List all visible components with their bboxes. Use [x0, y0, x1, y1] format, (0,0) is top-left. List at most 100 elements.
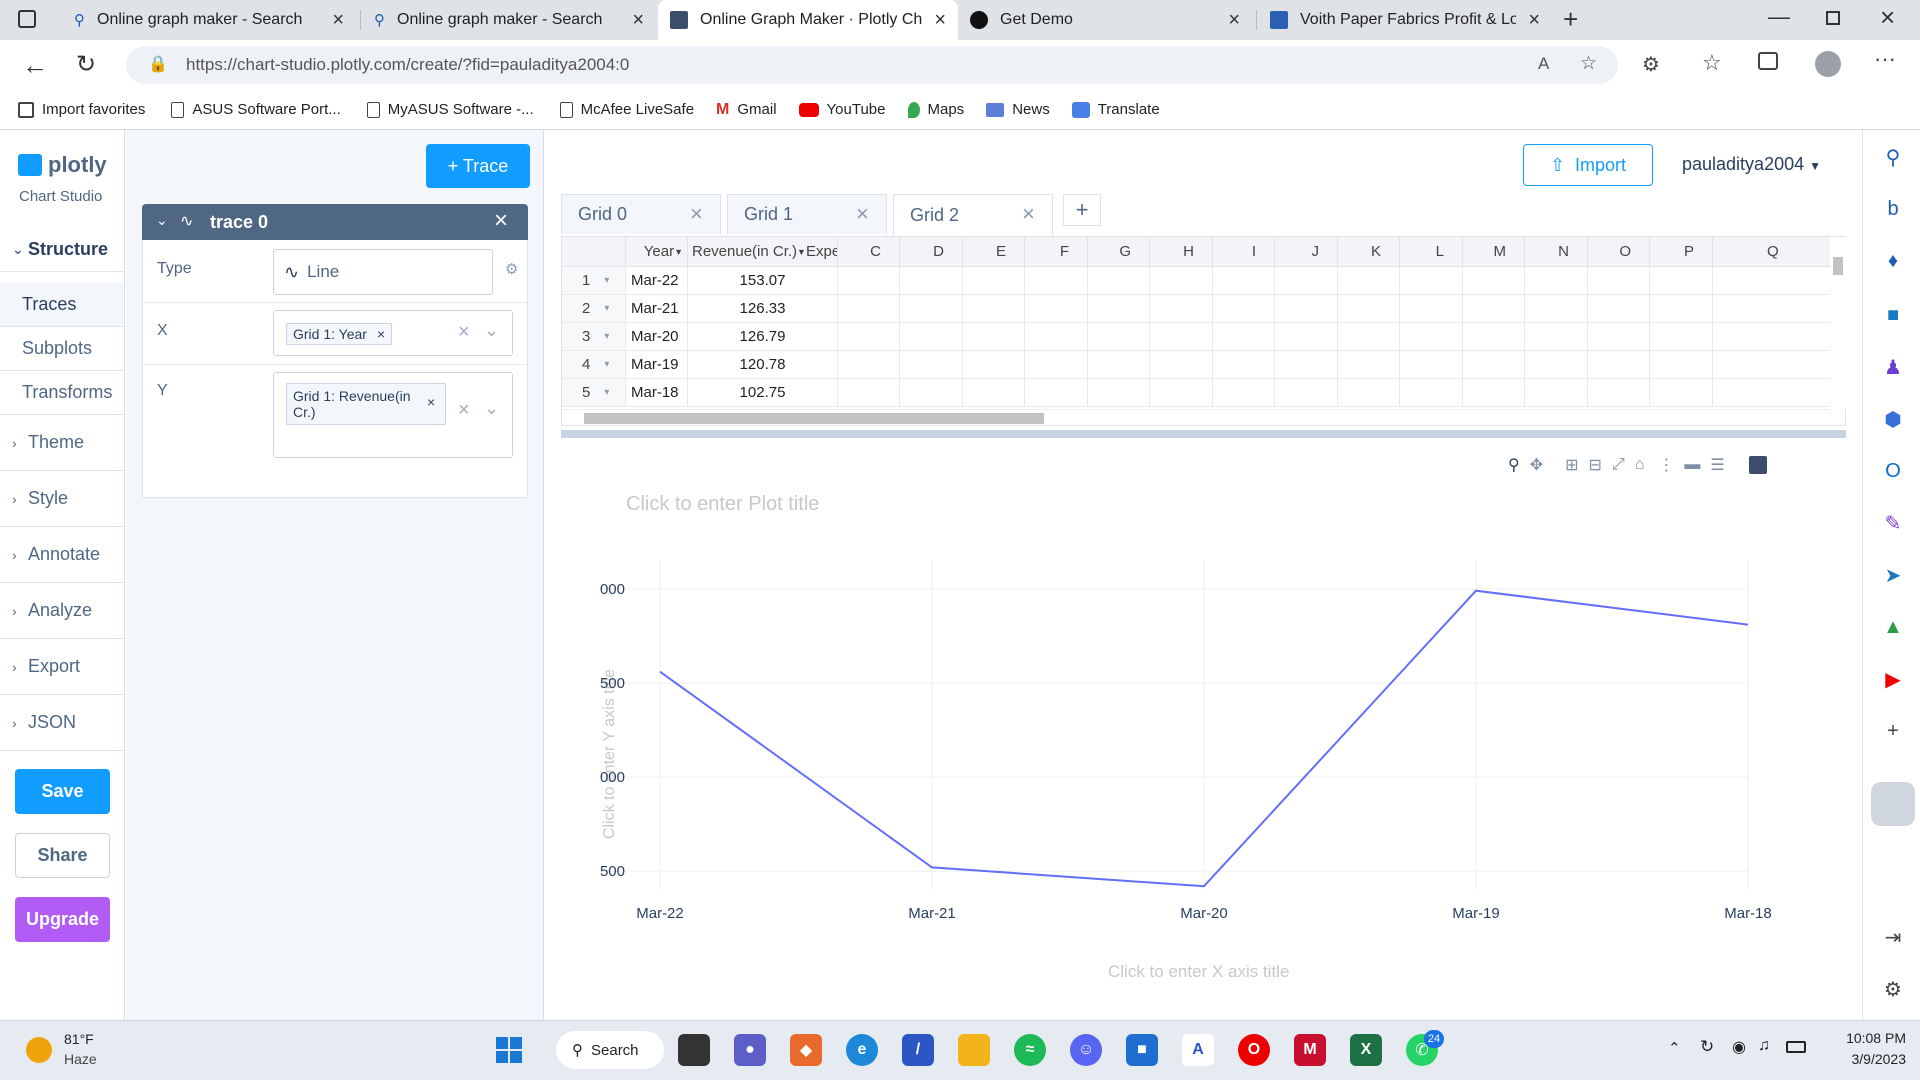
sidebar-app-icon[interactable]: [1871, 782, 1915, 826]
browser-tab-5[interactable]: Voith Paper Fabrics Profit & Loss ×: [1258, 0, 1552, 40]
cell-empty[interactable]: [1150, 267, 1213, 295]
vertical-scrollbar[interactable]: [1830, 237, 1846, 409]
asus-app-icon[interactable]: A: [1182, 1034, 1214, 1066]
cell-empty[interactable]: [1463, 379, 1525, 407]
horizontal-scrollbar[interactable]: [562, 409, 1830, 425]
teams-icon[interactable]: ●: [734, 1034, 766, 1066]
cell-empty[interactable]: [1213, 351, 1275, 379]
col-header-n[interactable]: N: [1525, 237, 1588, 267]
close-icon[interactable]: ×: [690, 201, 703, 227]
battery-icon[interactable]: [1786, 1041, 1806, 1053]
cell-empty[interactable]: [1025, 379, 1088, 407]
cell-empty[interactable]: [1213, 379, 1275, 407]
browser-tab-1[interactable]: ⚲ Online graph maker - Search ×: [62, 0, 356, 40]
profile-avatar[interactable]: [1815, 51, 1841, 77]
youtube-icon[interactable]: ▶: [1882, 668, 1904, 690]
cell-empty[interactable]: [1463, 351, 1525, 379]
col-header-l[interactable]: L: [1400, 237, 1463, 267]
cell-empty[interactable]: [1338, 295, 1400, 323]
cell-empty[interactable]: [1150, 295, 1213, 323]
save-button[interactable]: Save: [15, 769, 110, 814]
pan-icon[interactable]: ✥: [1530, 455, 1543, 475]
settings-gear-icon[interactable]: ⚙: [1882, 978, 1904, 1000]
cell-empty[interactable]: [1150, 323, 1213, 351]
col-header-e[interactable]: E: [963, 237, 1025, 267]
cell-empty[interactable]: [1338, 379, 1400, 407]
close-icon[interactable]: ×: [1528, 9, 1540, 32]
cell-empty[interactable]: [1275, 323, 1338, 351]
tree-icon[interactable]: ▲: [1882, 616, 1904, 638]
cell-empty[interactable]: [838, 379, 900, 407]
cell-revenue[interactable]: 120.78: [688, 351, 838, 379]
office-icon[interactable]: ⬢: [1882, 408, 1904, 430]
nav-theme[interactable]: › Theme: [0, 415, 124, 471]
cell-empty[interactable]: [838, 295, 900, 323]
spotify-icon[interactable]: ≈: [1014, 1034, 1046, 1066]
file-explorer-icon[interactable]: [958, 1034, 990, 1066]
read-aloud-icon[interactable]: A: [1538, 54, 1549, 74]
cell-empty[interactable]: [900, 379, 963, 407]
url-input[interactable]: 🔒 https://chart-studio.plotly.com/create…: [126, 46, 1618, 84]
cell-empty[interactable]: [1588, 295, 1650, 323]
taskbar-search[interactable]: ⚲ Search: [556, 1031, 664, 1069]
myasus-icon[interactable]: /: [902, 1034, 934, 1066]
x-select[interactable]: Grid 1: Year × × ⌄: [273, 310, 513, 356]
cell-empty[interactable]: [1275, 267, 1338, 295]
fav-asus-portal[interactable]: ASUS Software Port...: [171, 101, 340, 118]
plotly-logo-icon[interactable]: [1749, 456, 1767, 474]
col-header-m[interactable]: M: [1463, 237, 1525, 267]
spike-lines-icon[interactable]: ⋮: [1658, 455, 1674, 475]
cell-empty[interactable]: [1525, 351, 1588, 379]
row-menu-icon[interactable]: ▾: [604, 331, 609, 342]
discord-icon[interactable]: ☺: [1070, 1034, 1102, 1066]
cell-empty[interactable]: [963, 323, 1025, 351]
plot-title-placeholder[interactable]: Click to enter Plot title: [626, 493, 819, 516]
grid-tab-1[interactable]: Grid 1 ×: [727, 194, 887, 234]
fav-news[interactable]: News: [986, 101, 1050, 118]
weather-desc[interactable]: Haze: [64, 1051, 97, 1067]
col-header-g[interactable]: G: [1088, 237, 1150, 267]
cell-empty[interactable]: [1213, 295, 1275, 323]
trace-header[interactable]: ⌄ ∿ trace 0 ×: [142, 204, 528, 240]
tray-chevron-icon[interactable]: ⌃: [1668, 1039, 1681, 1057]
cell-empty[interactable]: [1588, 379, 1650, 407]
tools-icon[interactable]: ■: [1882, 304, 1904, 326]
row-number[interactable]: 2 ▾: [562, 295, 626, 323]
cell-empty[interactable]: [1088, 295, 1150, 323]
row-menu-icon[interactable]: ▾: [604, 303, 609, 314]
task-view-icon[interactable]: [678, 1034, 710, 1066]
upgrade-button[interactable]: Upgrade: [15, 897, 110, 942]
cell-empty[interactable]: [1088, 267, 1150, 295]
cell-empty[interactable]: [1400, 267, 1463, 295]
fav-import[interactable]: Import favorites: [18, 101, 145, 118]
cell-empty[interactable]: [1463, 267, 1525, 295]
cell-revenue[interactable]: 153.07: [688, 267, 838, 295]
cell-empty[interactable]: [963, 295, 1025, 323]
cell-revenue[interactable]: 102.75: [688, 379, 838, 407]
close-icon[interactable]: ×: [632, 9, 644, 32]
cell-empty[interactable]: [900, 351, 963, 379]
row-menu-icon[interactable]: ▾: [604, 359, 609, 370]
cell-year[interactable]: Mar-19: [626, 351, 688, 379]
cell-revenue[interactable]: 126.33: [688, 295, 838, 323]
window-close-icon[interactable]: ×: [1880, 2, 1895, 33]
shopping-icon[interactable]: ♦: [1882, 250, 1904, 272]
cell-empty[interactable]: [1588, 351, 1650, 379]
add-icon[interactable]: +: [1882, 720, 1904, 742]
row-number[interactable]: 3 ▾: [562, 323, 626, 351]
store-icon[interactable]: ■: [1126, 1034, 1158, 1066]
favorites-icon[interactable]: ☆: [1702, 50, 1722, 76]
wifi-icon[interactable]: ◉: [1732, 1037, 1746, 1057]
col-header-o[interactable]: O: [1588, 237, 1650, 267]
grid-resize-handle[interactable]: [561, 430, 1846, 438]
nav-export[interactable]: › Export: [0, 639, 124, 695]
cell-empty[interactable]: [1588, 267, 1650, 295]
user-menu[interactable]: pauladitya2004 ▼: [1682, 154, 1821, 175]
row-menu-icon[interactable]: ▾: [604, 275, 609, 286]
hover-closest-icon[interactable]: ▬: [1684, 456, 1700, 474]
col-header-d[interactable]: D: [900, 237, 963, 267]
line-chart[interactable]: Mar-22 Mar-21 Mar-20 Mar-19 Mar-18 2500 3000 35…: [600, 560, 1800, 940]
zoom-icon[interactable]: ⚲: [1508, 455, 1520, 475]
col-header-f[interactable]: F: [1025, 237, 1088, 267]
row-number[interactable]: 5 ▾: [562, 379, 626, 407]
